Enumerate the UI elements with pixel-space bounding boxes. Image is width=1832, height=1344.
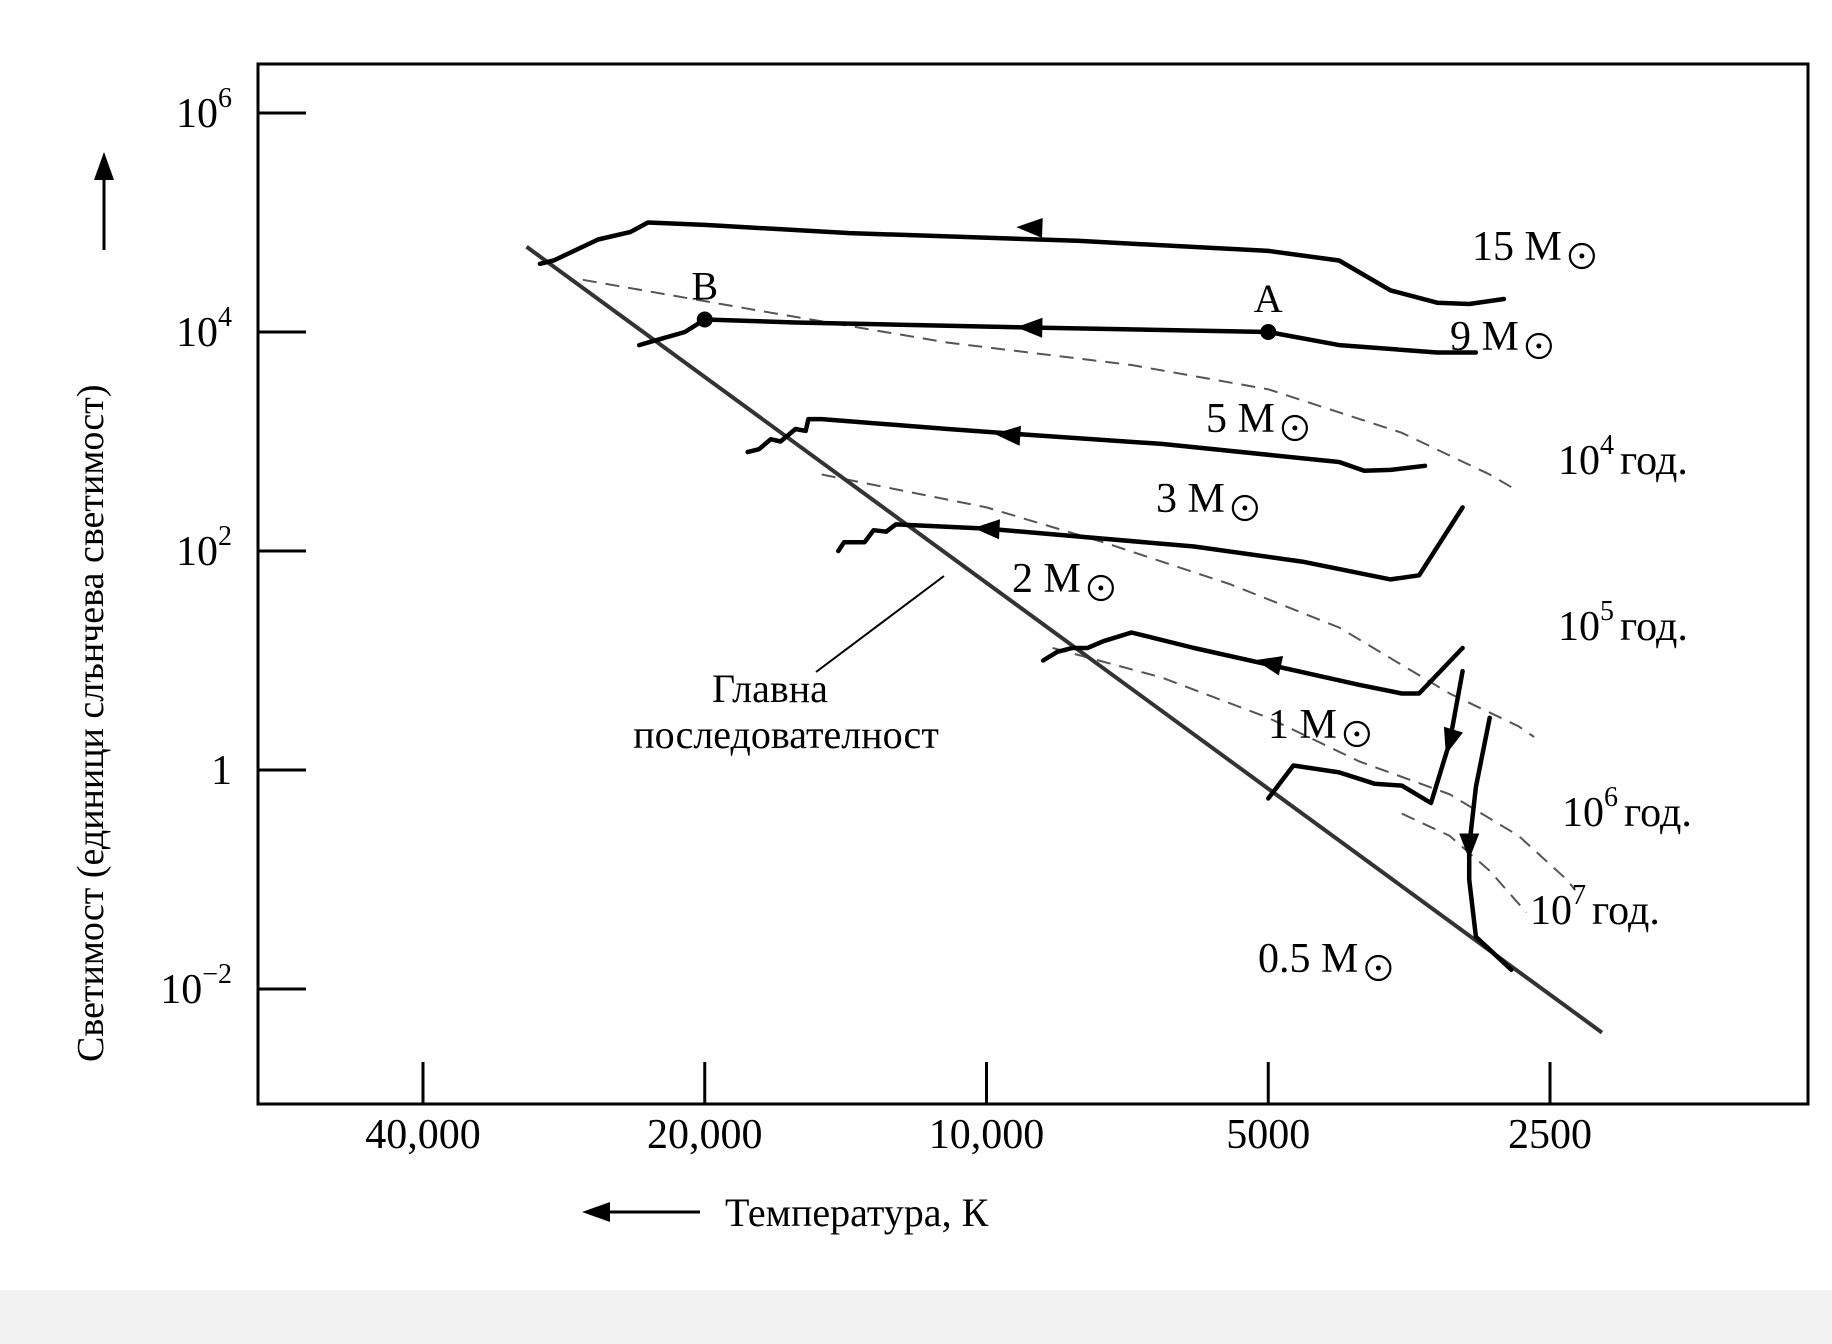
main-sequence-leader-line bbox=[815, 575, 945, 673]
x-tick-label-4: 2500 bbox=[1508, 1112, 1592, 1158]
track-mass-label-3: 3 M bbox=[1156, 476, 1225, 522]
x-tick-label-0: 40,000 bbox=[365, 1112, 481, 1158]
evolution-tracks: 15 M A B 9 M 5 M 3 M 2 M 1 M 0.5 M bbox=[537, 218, 1595, 982]
isochrone-label-0: 104 год. bbox=[1558, 430, 1688, 484]
sun-symbol-dot-4 bbox=[1098, 585, 1104, 591]
isochrone-line-2 bbox=[1052, 647, 1576, 891]
x-tick-label-3: 5000 bbox=[1226, 1112, 1310, 1158]
track-5: 1 M bbox=[1266, 668, 1465, 806]
y-tick-label-2: 102 bbox=[176, 521, 232, 575]
isochrones: 104 год. 105 год. 106 год. 107 год. bbox=[582, 278, 1692, 934]
x-axis-ticks: 40,000 20,000 10,000 5000 2500 bbox=[365, 1062, 1592, 1158]
track-line-3 bbox=[836, 505, 1465, 582]
sun-symbol-dot-1 bbox=[1536, 343, 1542, 349]
track-arrow-icon-2-0 bbox=[994, 425, 1021, 446]
sun-symbol-dot-5 bbox=[1354, 731, 1360, 737]
track-arrow-icon-5-0 bbox=[1443, 726, 1463, 755]
x-axis-arrow-icon bbox=[582, 1202, 610, 1222]
sun-symbol-icon-4 bbox=[1087, 574, 1114, 602]
plot-frame bbox=[256, 62, 1810, 1106]
scan-background-band bbox=[0, 1290, 1832, 1344]
sun-symbol-icon-2 bbox=[1281, 414, 1308, 442]
track-6: 0.5 M bbox=[1258, 715, 1514, 982]
track-arrow-icon-3-0 bbox=[973, 519, 1000, 540]
track-mass-label-1: 9 M bbox=[1450, 314, 1519, 360]
track-1: A B 9 M bbox=[636, 264, 1552, 360]
track-mass-label-4: 2 M bbox=[1012, 556, 1081, 602]
sun-symbol-icon-3 bbox=[1231, 494, 1258, 522]
y-axis-arrow-icon bbox=[94, 152, 114, 180]
main-sequence-label-line1: Главна bbox=[712, 666, 828, 711]
x-tick-label-1: 20,000 bbox=[647, 1112, 763, 1158]
sun-symbol-icon-1 bbox=[1525, 332, 1552, 360]
track-marker-dot-A bbox=[1260, 324, 1277, 340]
sun-symbol-icon-0 bbox=[1568, 242, 1595, 270]
isochrone-line-0 bbox=[582, 278, 1520, 493]
isochrone-line-1 bbox=[821, 473, 1535, 738]
track-mass-label-2: 5 M bbox=[1206, 396, 1275, 442]
track-line-2 bbox=[745, 416, 1428, 474]
main-sequence-label-line2: последователност bbox=[633, 712, 939, 757]
track-arrow-icon-6-0 bbox=[1459, 833, 1480, 860]
track-4: 2 M bbox=[1012, 556, 1465, 696]
x-axis-title-group: Температура, К bbox=[582, 1190, 989, 1235]
y-tick-label-3: 1 bbox=[211, 748, 232, 794]
track-line-6 bbox=[1466, 715, 1514, 972]
track-line-0 bbox=[537, 220, 1507, 307]
y-tick-label-0: 106 bbox=[176, 83, 232, 137]
track-marker-label-A: A bbox=[1254, 276, 1283, 321]
x-axis-title: Температура, К bbox=[725, 1190, 989, 1235]
track-2: 5 M bbox=[745, 396, 1428, 474]
main-sequence-line bbox=[525, 245, 1604, 1035]
track-mass-label-6: 0.5 M bbox=[1258, 936, 1358, 982]
isochrone-label-1: 105 год. bbox=[1558, 596, 1688, 650]
track-marker-dot-B bbox=[696, 311, 713, 328]
track-line-1 bbox=[636, 317, 1479, 355]
track-arrow-icon-0-0 bbox=[1016, 218, 1043, 238]
isochrone-label-2: 106 год. bbox=[1562, 782, 1692, 836]
track-3: 3 M bbox=[836, 476, 1465, 582]
x-tick-label-2: 10,000 bbox=[929, 1112, 1045, 1158]
y-axis-ticks: 106 104 102 1 10−2 bbox=[160, 83, 306, 1013]
track-mass-label-0: 15 M bbox=[1472, 224, 1562, 270]
sun-symbol-icon-6 bbox=[1365, 954, 1392, 982]
track-line-4 bbox=[1040, 630, 1465, 696]
isochrone-label-3: 107 год. bbox=[1530, 880, 1660, 934]
sun-symbol-dot-0 bbox=[1579, 253, 1585, 259]
track-mass-label-5: 1 M bbox=[1268, 702, 1337, 748]
track-arrow-icon-1-0 bbox=[1016, 317, 1043, 338]
track-marker-label-B: B bbox=[691, 264, 718, 309]
track-0: 15 M bbox=[537, 218, 1595, 307]
sun-symbol-dot-3 bbox=[1242, 505, 1248, 511]
track-arrow-icon-4-0 bbox=[1255, 656, 1284, 676]
y-tick-label-1: 104 bbox=[176, 302, 232, 356]
isochrone-line-3 bbox=[1401, 812, 1528, 914]
y-axis-title-group: Светимост (единици слънчева светимост) bbox=[70, 152, 114, 1062]
sun-symbol-dot-2 bbox=[1292, 425, 1298, 431]
sun-symbol-dot-6 bbox=[1375, 965, 1381, 971]
y-tick-label-4: 10−2 bbox=[160, 959, 232, 1013]
sun-symbol-icon-5 bbox=[1343, 720, 1370, 748]
y-axis-title: Светимост (единици слънчева светимост) bbox=[70, 385, 112, 1063]
